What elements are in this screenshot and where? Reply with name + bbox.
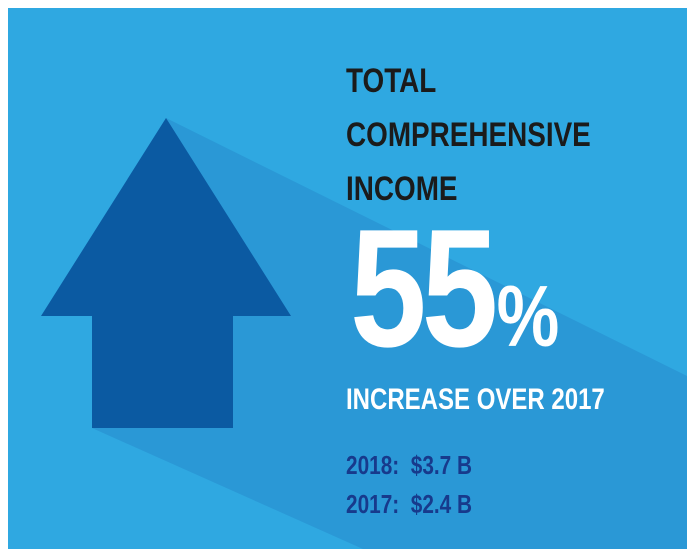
arrow-long-shadow — [92, 118, 687, 549]
infographic-card: TOTAL COMPREHENSIVE INCOME 55% INCREASE … — [8, 8, 687, 549]
title-line-3: INCOME — [346, 170, 458, 208]
arrow-graphic — [41, 118, 687, 549]
headline-unit: % — [496, 269, 560, 365]
stat-label: 2018: — [346, 450, 400, 480]
page-title: TOTAL COMPREHENSIVE INCOME — [346, 54, 617, 216]
increase-subtitle: INCREASE OVER 2017 — [346, 383, 605, 416]
stat-row-2017: 2017: $2.4 B — [346, 485, 472, 524]
stat-value: $2.4 B — [410, 489, 473, 519]
headline-percentage: 55% — [350, 204, 559, 372]
up-arrow-icon — [41, 118, 291, 428]
title-line-2: COMPREHENSIVE — [346, 116, 591, 154]
title-line-1: TOTAL — [346, 62, 437, 100]
stat-row-2018: 2018: $3.7 B — [346, 446, 472, 485]
stat-value: $3.7 B — [410, 450, 473, 480]
headline-value: 55 — [350, 194, 498, 382]
stats-list: 2018: $3.7 B 2017: $2.4 B — [346, 446, 472, 524]
stat-label: 2017: — [346, 489, 400, 519]
